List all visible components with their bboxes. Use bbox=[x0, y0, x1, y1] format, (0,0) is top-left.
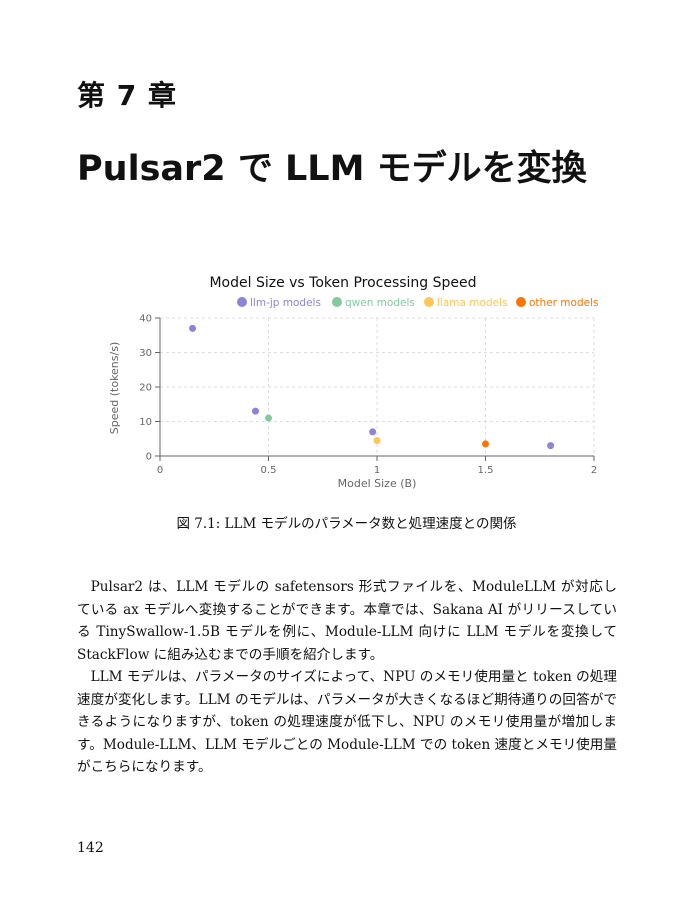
data-point bbox=[482, 440, 489, 448]
data-point bbox=[265, 414, 272, 422]
chart-points bbox=[189, 324, 555, 450]
x-tick-label: 0.5 bbox=[261, 465, 277, 476]
legend-label: other models bbox=[529, 297, 598, 309]
chapter-label: 第 7 章 bbox=[77, 79, 177, 112]
body-text: Pulsar2 は、LLM モデルの safetensors 形式ファイルを、M… bbox=[77, 576, 617, 779]
legend-label: qwen models bbox=[345, 297, 415, 309]
y-axis-label: Speed (tokens/s) bbox=[108, 342, 121, 435]
data-point bbox=[251, 407, 259, 415]
y-tick-label: 30 bbox=[139, 348, 152, 359]
paragraph: LLM モデルは、パラメータのサイズによって、NPU のメモリ使用量と toke… bbox=[77, 669, 617, 775]
y-tick-label: 0 bbox=[146, 452, 152, 463]
legend-marker bbox=[516, 297, 526, 307]
data-point bbox=[369, 428, 377, 436]
y-tick-label: 10 bbox=[139, 417, 152, 428]
x-tick-label: 1 bbox=[374, 465, 380, 476]
page-number: 142 bbox=[77, 840, 104, 856]
chapter-title: Pulsar2 で LLM モデルを変換 bbox=[77, 149, 587, 189]
x-axis-label: Model Size (B) bbox=[338, 477, 417, 490]
y-tick-label: 40 bbox=[139, 314, 152, 325]
data-point bbox=[189, 324, 197, 332]
x-tick-label: 2 bbox=[591, 465, 597, 476]
legend-marker bbox=[424, 297, 434, 307]
scatter-chart: Model Size vs Token Processing Speed llm… bbox=[108, 275, 598, 490]
x-tick-label: 1.5 bbox=[478, 465, 494, 476]
chart-legend: llm-jp models qwen models llama models othe… bbox=[237, 297, 598, 309]
legend-marker bbox=[237, 297, 247, 307]
legend-label: llm-jp models bbox=[250, 297, 321, 309]
data-point bbox=[373, 436, 381, 444]
legend-label: llama models bbox=[437, 297, 507, 309]
y-tick-label: 20 bbox=[139, 383, 152, 394]
chart-title: Model Size vs Token Processing Speed bbox=[209, 275, 476, 291]
x-tick-label: 0 bbox=[157, 465, 163, 476]
figure-caption: 図 7.1: LLM モデルのパラメータ数と処理速度との関係 bbox=[176, 516, 517, 532]
chart-grid bbox=[159, 317, 595, 457]
legend-marker bbox=[332, 297, 342, 307]
data-point bbox=[547, 442, 555, 450]
paragraph: Pulsar2 は、LLM モデルの safetensors 形式ファイルを、M… bbox=[77, 579, 617, 663]
